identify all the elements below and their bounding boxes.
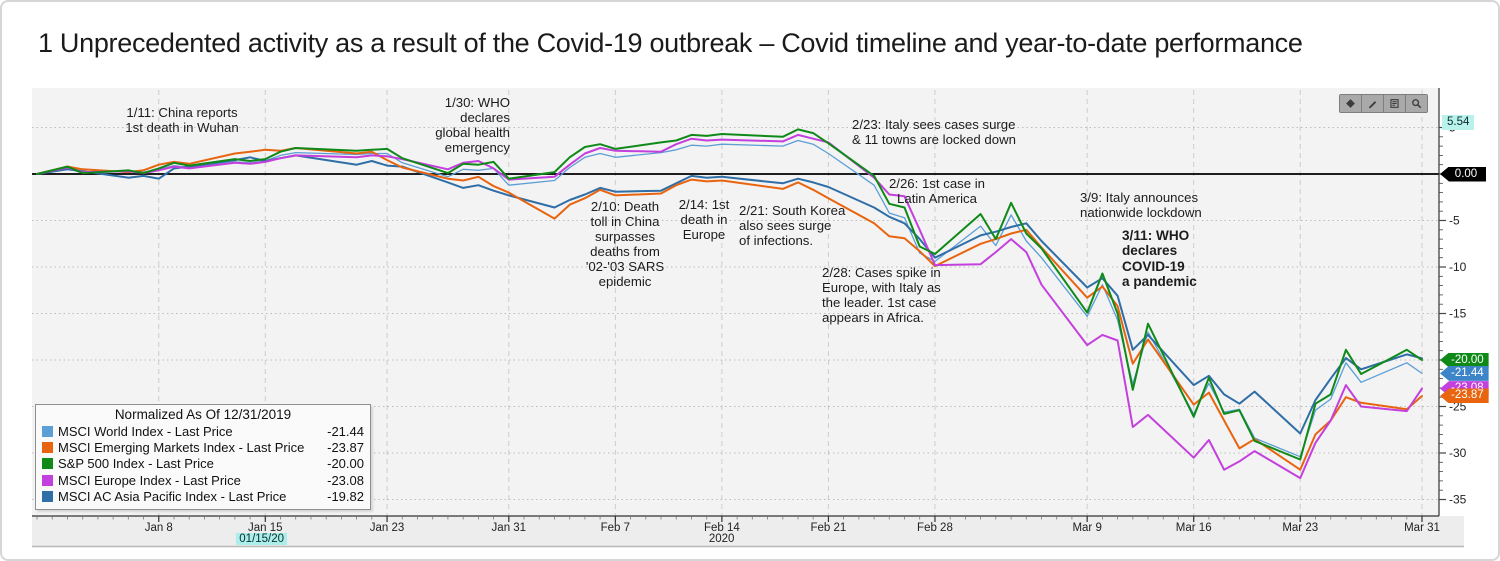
svg-text:Feb 28: Feb 28 — [917, 522, 953, 534]
svg-text:-30: -30 — [1449, 446, 1467, 460]
price-badge: 0.00 — [1440, 166, 1486, 182]
chart-toolbar — [1339, 94, 1428, 113]
svg-text:-5: -5 — [1449, 214, 1460, 228]
svg-text:Jan 8: Jan 8 — [145, 522, 173, 534]
annotation-2-26-latin-america: 2/26: 1st case in Latin America — [888, 176, 986, 206]
svg-text:-10: -10 — [1449, 260, 1467, 274]
svg-text:Feb 21: Feb 21 — [811, 522, 847, 534]
annotation-2-28-europe-africa: 2/28: Cases spike in Europe, with Italy … — [822, 265, 941, 325]
annotation-2-23-italy-surge: 2/23: Italy sees cases surge & 11 towns … — [852, 117, 1016, 147]
svg-text:Feb 7: Feb 7 — [601, 522, 630, 534]
legend-series-label: S&P 500 Index - Last Price — [58, 456, 214, 472]
legend-color-chip — [42, 491, 53, 503]
price-badge: -23.87 — [1440, 388, 1489, 404]
annotation-3-11-who-pandemic: 3/11: WHO declares COVID-19 a pandemic — [1122, 228, 1197, 290]
svg-text:Mar 9: Mar 9 — [1072, 522, 1101, 534]
pencil-annotate-icon[interactable] — [1362, 95, 1383, 112]
price-badge: -21.44 — [1440, 365, 1489, 381]
legend-row[interactable]: MSCI Emerging Markets Index - Last Price… — [42, 439, 364, 455]
svg-text:-35: -35 — [1449, 493, 1467, 507]
legend-rows: MSCI World Index - Last Price -21.44 MSCI … — [42, 423, 364, 505]
svg-text:Mar 31: Mar 31 — [1404, 522, 1440, 534]
price-badge: -20.00 — [1440, 352, 1489, 368]
svg-text:-15: -15 — [1449, 307, 1467, 321]
annotation-1-11-china-first-death: 1/11: China reports 1st death in Wuhan — [125, 105, 239, 135]
annotation-2-10-sars-toll: 2/10: Death toll in China surpasses deat… — [585, 199, 665, 289]
legend-series-value: -23.08 — [327, 472, 364, 488]
svg-text:Mar 23: Mar 23 — [1282, 522, 1318, 534]
legend-series-label: MSCI World Index - Last Price — [58, 423, 233, 439]
svg-text:Feb 14: Feb 14 — [704, 522, 740, 534]
legend-color-chip — [42, 458, 53, 470]
series-line — [36, 133, 1423, 480]
legend-series-label: MSCI Emerging Markets Index - Last Price — [58, 440, 305, 456]
price-badge: 5.54 — [1442, 114, 1475, 130]
legend-series-value: -23.87 — [327, 440, 364, 456]
legend-series-value: -20.00 — [327, 456, 364, 472]
legend-title: Normalized As Of 12/31/2019 — [114, 407, 292, 422]
legend-series-label: MSCI Europe Index - Last Price — [58, 472, 241, 488]
highlighted-date-label: 01/15/20 — [236, 533, 288, 545]
magnifier-zoom-icon[interactable] — [1406, 95, 1427, 112]
svg-text:Mar 16: Mar 16 — [1176, 522, 1212, 534]
axis-year-label: 2020 — [708, 533, 735, 545]
series-line — [36, 128, 1423, 461]
chart-title: 1 Unprecedented activity as a result of … — [38, 28, 1303, 58]
legend-row[interactable]: S&P 500 Index - Last Price -20.00 — [42, 456, 364, 472]
legend-row[interactable]: MSCI Europe Index - Last Price -23.08 — [42, 472, 364, 488]
annotation-2-14-europe-death: 2/14: 1st death in Europe — [678, 197, 730, 242]
annotation-2-21-south-korea: 2/21: South Korea also sees surge of inf… — [739, 203, 846, 248]
legend-series-value: -19.82 — [327, 489, 364, 505]
legend-row[interactable]: MSCI AC Asia Pacific Index - Last Price -… — [42, 489, 364, 505]
svg-text:Jan 31: Jan 31 — [492, 522, 527, 534]
diamond-track-icon[interactable] — [1340, 95, 1361, 112]
legend-row[interactable]: MSCI World Index - Last Price -21.44 — [42, 423, 364, 439]
legend-color-chip — [42, 474, 53, 486]
annotation-3-9-italy-lockdown: 3/9: Italy announces nationwide lockdown — [1080, 190, 1202, 220]
legend-series-label: MSCI AC Asia Pacific Index - Last Price — [58, 489, 287, 505]
legend-color-chip — [42, 442, 53, 454]
annotation-1-30-who-emergency: 1/30: WHO declares global health emergen… — [435, 95, 510, 155]
legend-color-chip — [42, 425, 53, 437]
series-line — [36, 147, 1423, 471]
svg-text:Jan 15: Jan 15 — [248, 522, 283, 534]
legend-series-value: -21.44 — [327, 423, 364, 439]
note-news-icon[interactable] — [1384, 95, 1405, 112]
svg-text:Jan 23: Jan 23 — [370, 522, 405, 534]
legend-box: Normalized As Of 12/31/2019 MSCI World I… — [35, 404, 371, 510]
